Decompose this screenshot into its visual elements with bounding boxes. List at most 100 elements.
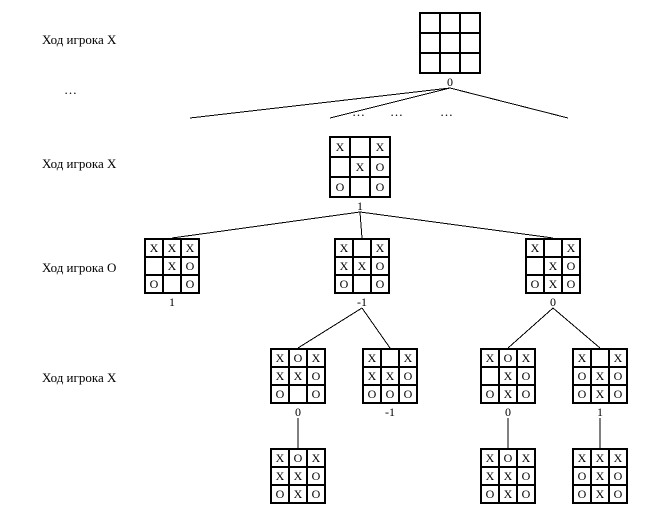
node-value: 0 (419, 75, 481, 90)
board-cell: X (499, 385, 517, 403)
board-cell: X (526, 239, 544, 257)
board-cell: X (517, 449, 535, 467)
tree-edge (172, 212, 360, 238)
board-cell: O (399, 385, 417, 403)
board-cell: X (481, 349, 499, 367)
board-cell: O (181, 275, 199, 293)
board-cell: X (499, 485, 517, 503)
tree-edge (298, 308, 362, 348)
board-cell: X (363, 367, 381, 385)
tree-edge (190, 88, 450, 118)
board-cell: O (271, 385, 289, 403)
tictactoe-board: XXXOOXO (525, 238, 581, 294)
board-cell: X (544, 275, 562, 293)
board-cell: O (562, 257, 580, 275)
board-cell: X (591, 367, 609, 385)
board-cell: O (363, 385, 381, 403)
tree-edge (553, 308, 600, 348)
board-cell: X (145, 239, 163, 257)
board-cell: O (481, 485, 499, 503)
board-cell: X (335, 239, 353, 257)
board-cell (440, 13, 460, 33)
tictactoe-board: XOXXXOOO (270, 348, 326, 404)
tree-node: XOXXXOOXO (480, 448, 536, 504)
board-cell: X (381, 367, 399, 385)
board-cell (591, 349, 609, 367)
board-cell: O (573, 485, 591, 503)
board-cell: O (271, 485, 289, 503)
board-cell (481, 367, 499, 385)
ellipsis: … (440, 104, 453, 120)
node-value: -1 (334, 295, 390, 310)
board-cell: X (289, 367, 307, 385)
board-cell: O (307, 385, 325, 403)
board-cell: O (371, 257, 389, 275)
board-cell: X (517, 349, 535, 367)
board-cell: X (370, 137, 390, 157)
board-cell: X (271, 449, 289, 467)
row-label: Ход игрока X (42, 156, 116, 172)
tictactoe-board: XOXXXOOXO (480, 448, 536, 504)
board-cell: X (371, 239, 389, 257)
tictactoe-board: XXOXOOXO (572, 348, 628, 404)
row-label: Ход игрока X (42, 370, 116, 386)
board-cell: X (609, 449, 627, 467)
board-cell: X (163, 257, 181, 275)
board-cell (163, 275, 181, 293)
tictactoe-board: XXXOOO (329, 136, 391, 198)
board-cell: X (573, 449, 591, 467)
node-value: 0 (270, 405, 326, 420)
board-cell: X (591, 385, 609, 403)
board-cell: O (517, 485, 535, 503)
board-cell: O (289, 449, 307, 467)
board-cell: X (562, 239, 580, 257)
board-cell: X (350, 157, 370, 177)
board-cell (460, 13, 480, 33)
node-value: 0 (480, 405, 536, 420)
board-cell: O (609, 467, 627, 485)
tree-node: XXOXOOXO1 (572, 348, 628, 420)
tree-node: XXXOXOOXO (572, 448, 628, 504)
board-cell (440, 53, 460, 73)
board-cell (544, 239, 562, 257)
node-value: -1 (362, 405, 418, 420)
tree-node: XXXXOOOO-1 (362, 348, 418, 420)
board-cell: O (371, 275, 389, 293)
board-cell: X (335, 257, 353, 275)
row-label: Ход игрока X (42, 32, 116, 48)
board-cell: O (307, 485, 325, 503)
board-cell: O (481, 385, 499, 403)
tictactoe-board: XXXOXOOXO (572, 448, 628, 504)
board-cell (353, 275, 371, 293)
board-cell: X (307, 349, 325, 367)
board-cell (420, 33, 440, 53)
ellipsis: … (352, 104, 365, 120)
board-cell: X (181, 239, 199, 257)
tictactoe-board: XXXXOOO (334, 238, 390, 294)
tree-node: XXXXOOO-1 (334, 238, 390, 310)
tictactoe-board: XXXXOOOO (362, 348, 418, 404)
board-cell: X (271, 467, 289, 485)
node-value: 1 (144, 295, 200, 310)
board-cell (420, 13, 440, 33)
board-cell: X (307, 449, 325, 467)
board-cell: O (399, 367, 417, 385)
board-cell: O (573, 367, 591, 385)
board-cell: O (335, 275, 353, 293)
board-cell: O (573, 385, 591, 403)
tree-node: XOXXXOOXO (270, 448, 326, 504)
board-cell (353, 239, 371, 257)
tree-node: XXXOOO1 (329, 136, 391, 214)
board-cell (460, 33, 480, 53)
board-cell: O (330, 177, 350, 197)
board-cell: O (517, 385, 535, 403)
board-cell: O (307, 367, 325, 385)
board-cell: X (289, 467, 307, 485)
board-cell: X (481, 449, 499, 467)
board-cell: O (145, 275, 163, 293)
tictactoe-board: XXXXOOO (144, 238, 200, 294)
tree-node: 0 (419, 12, 481, 90)
board-cell: O (181, 257, 199, 275)
ellipsis: … (64, 82, 77, 98)
board-cell: O (499, 349, 517, 367)
